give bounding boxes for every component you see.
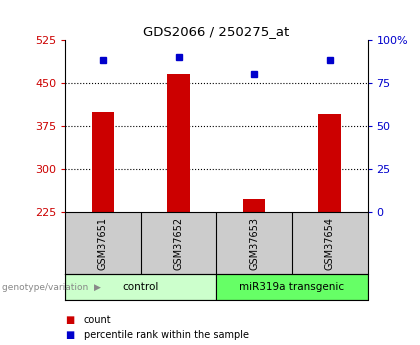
Title: GDS2066 / 250275_at: GDS2066 / 250275_at bbox=[143, 26, 289, 39]
Text: control: control bbox=[123, 282, 159, 292]
Text: GSM37651: GSM37651 bbox=[98, 217, 108, 270]
Bar bbox=[216, 274, 368, 300]
Text: miR319a transgenic: miR319a transgenic bbox=[239, 282, 344, 292]
Bar bbox=[318, 115, 341, 212]
Bar bbox=[167, 74, 190, 212]
Text: percentile rank within the sample: percentile rank within the sample bbox=[84, 330, 249, 339]
Text: GSM37653: GSM37653 bbox=[249, 217, 259, 270]
Text: ■: ■ bbox=[65, 330, 74, 339]
Bar bbox=[92, 111, 114, 212]
Text: GSM37654: GSM37654 bbox=[325, 217, 335, 270]
Bar bbox=[65, 274, 216, 300]
Text: genotype/variation  ▶: genotype/variation ▶ bbox=[2, 283, 101, 292]
Text: count: count bbox=[84, 315, 112, 325]
Text: ■: ■ bbox=[65, 315, 74, 325]
Text: GSM37652: GSM37652 bbox=[173, 217, 184, 270]
Bar bbox=[243, 199, 265, 212]
